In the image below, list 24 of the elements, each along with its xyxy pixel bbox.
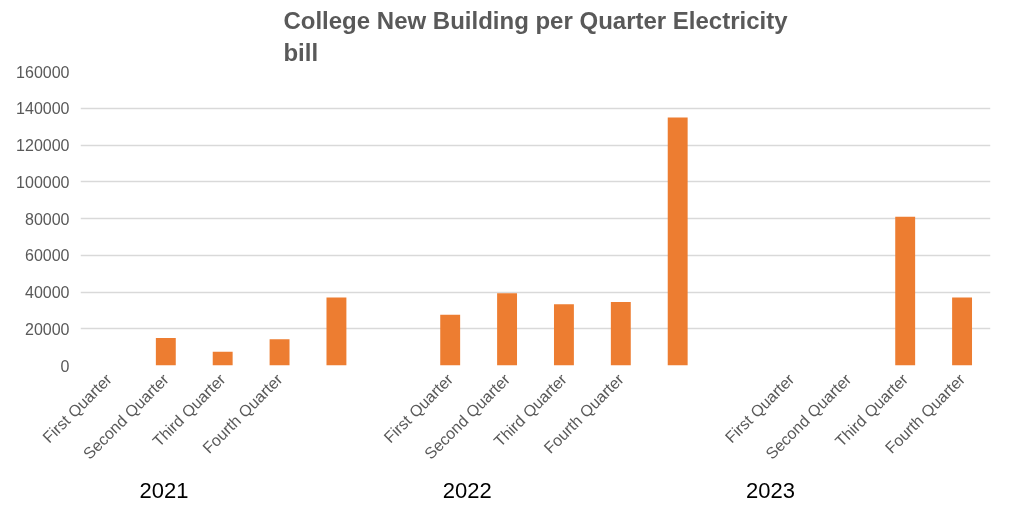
bar (440, 314, 461, 366)
bar (212, 351, 233, 366)
y-tick-label: 20000 (25, 320, 70, 338)
bar (326, 297, 347, 366)
bar (610, 302, 631, 366)
y-tick-label: 100000 (16, 173, 70, 191)
y-tick-label: 120000 (16, 137, 70, 154)
bar (952, 297, 973, 366)
text: 2022 (442, 477, 492, 503)
bar (895, 216, 916, 366)
text: 2021 (139, 477, 189, 503)
y-tick-label: 160000 (16, 63, 70, 81)
bar (155, 337, 176, 366)
text: 2023 (746, 477, 796, 503)
bar (667, 117, 688, 366)
y-tick-label: 140000 (16, 100, 70, 118)
bar (497, 293, 518, 366)
y-tick-label: 60000 (25, 247, 70, 265)
y-tick-label: 0 (60, 357, 70, 375)
chart-title: College New Building per Quarter Electricity bill (283, 7, 789, 67)
bar (269, 339, 290, 366)
y-tick-label: 80000 (25, 210, 70, 228)
bar (553, 304, 574, 366)
y-tick-label: 40000 (25, 284, 70, 301)
